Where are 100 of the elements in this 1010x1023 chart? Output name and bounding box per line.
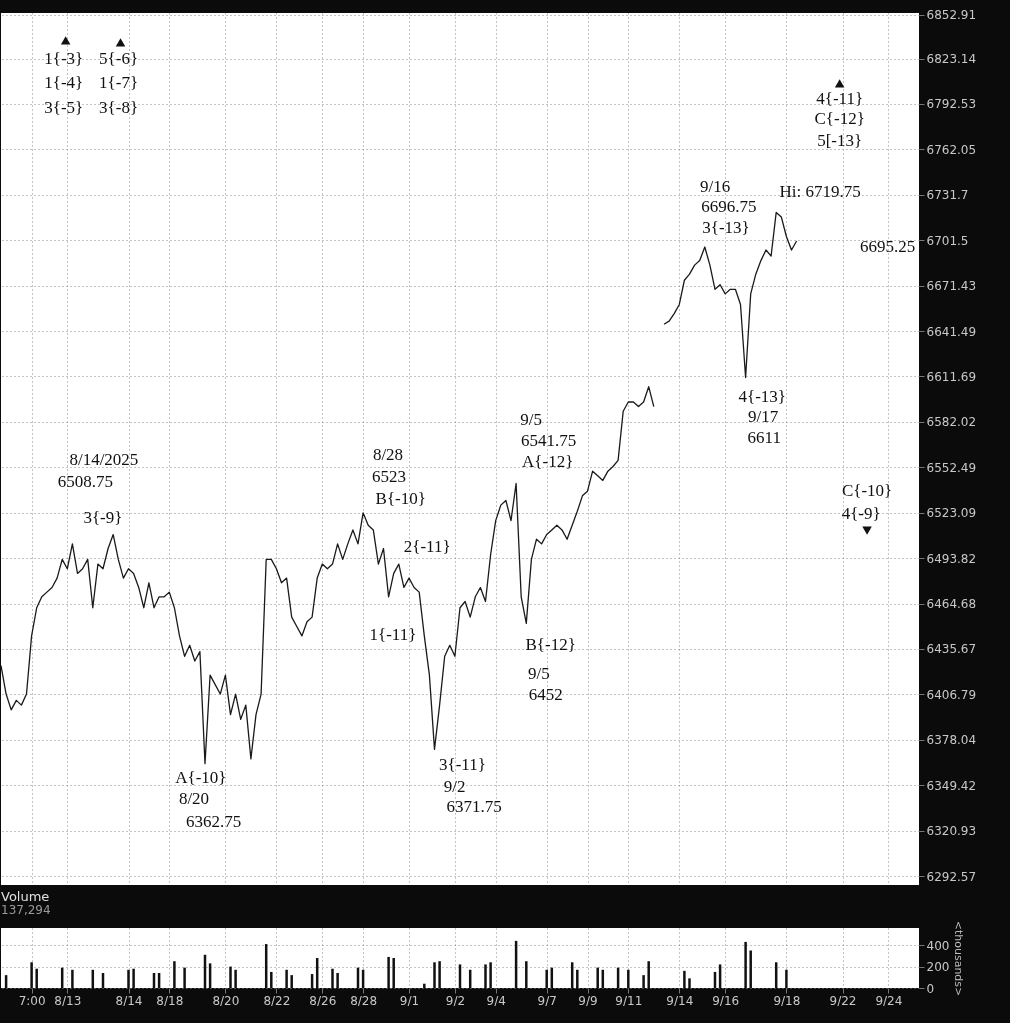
annotation: 6523 xyxy=(371,466,406,486)
bar xyxy=(627,969,630,988)
y-tick-label: 6611.69 xyxy=(926,369,977,384)
y-tick-label: 6464.68 xyxy=(926,597,977,612)
bar xyxy=(71,969,74,988)
x-tick-label: 9/2 xyxy=(445,993,466,1008)
annotation: Hi: 6719.75 xyxy=(779,181,861,201)
bar xyxy=(285,969,288,988)
bar xyxy=(744,941,747,988)
annotation: 9/5 xyxy=(528,664,550,684)
annotation: 4{-13} xyxy=(738,386,786,406)
annotation: 9/5 xyxy=(520,410,542,430)
x-tick-label: 9/18 xyxy=(773,993,801,1008)
x-tick-label: 7:00 xyxy=(18,993,46,1008)
bar xyxy=(683,970,686,988)
annotation: 1{-7} xyxy=(99,73,139,93)
annotation: 6695.25 xyxy=(860,237,916,257)
bar xyxy=(270,971,273,988)
x-tick-label: 9/1 xyxy=(399,993,420,1008)
bar xyxy=(229,966,232,988)
x-tick-label: 8/13 xyxy=(54,993,82,1008)
bar xyxy=(596,967,599,988)
annotation: 3{-9} xyxy=(83,507,123,527)
annotation: 8/28 xyxy=(372,445,404,465)
bar xyxy=(423,983,426,988)
y-tick-label: 6701.5 xyxy=(926,233,969,248)
y-tick-label: 6320.93 xyxy=(926,824,977,839)
annotation: 1{-11} xyxy=(369,625,417,645)
y-tick-label: 6641.49 xyxy=(926,324,977,339)
x-tick-label: 8/28 xyxy=(350,993,378,1008)
x-tick-label: 9/16 xyxy=(712,993,740,1008)
bar xyxy=(576,969,579,988)
annotation: 1{-3} xyxy=(44,48,84,68)
chart-subtitle: 137,294 xyxy=(1,903,51,918)
annotation: 9/17 xyxy=(748,407,779,427)
y-tick-label: 0 xyxy=(926,981,935,996)
annotation: 6696.75 xyxy=(701,197,757,217)
y-tick-label: 200 xyxy=(926,960,950,975)
annotation: 6371.75 xyxy=(446,796,502,816)
bar xyxy=(433,962,436,988)
y-tick-label: 6671.43 xyxy=(926,279,977,294)
annotation: 9/16 xyxy=(700,176,731,196)
annotation: B{-12} xyxy=(525,634,576,654)
annotation: B{-10} xyxy=(375,489,426,509)
annotation: A{-12} xyxy=(522,452,574,472)
y-tick-label: 6552.49 xyxy=(926,460,977,475)
line-series xyxy=(663,211,798,379)
y-tick-label: 400 xyxy=(926,938,950,953)
x-tick-label: 9/11 xyxy=(615,993,643,1008)
bar xyxy=(183,967,186,988)
annotation: 3{-11} xyxy=(439,754,486,774)
annotation: 8/20 xyxy=(178,789,210,809)
bar xyxy=(30,962,33,988)
y-tick-label: 6523.09 xyxy=(926,506,977,521)
annotation: 9/2 xyxy=(443,777,466,797)
bar xyxy=(35,968,38,988)
y-tick-label: 6823.14 xyxy=(926,52,977,67)
bar xyxy=(331,968,334,988)
x-tick-label: 9/22 xyxy=(829,993,857,1008)
annotation: 6508.75 xyxy=(57,471,113,491)
y-tick-label: 6378.04 xyxy=(926,733,977,748)
x-tick-label: 8/14 xyxy=(115,993,143,1008)
annotation: 6452 xyxy=(528,684,563,704)
x-tick-label: 9/9 xyxy=(578,993,598,1008)
x-tick-label: 8/26 xyxy=(309,993,337,1008)
x-tick-label: 8/20 xyxy=(212,993,240,1008)
annotation: 2{-11} xyxy=(403,537,451,557)
annotation: 8/14/2025 xyxy=(69,450,139,470)
y-tick-label: 6292.57 xyxy=(926,869,977,884)
bar xyxy=(132,968,135,988)
bar xyxy=(234,969,237,988)
bar xyxy=(127,969,130,988)
y-tick-label: 6435.67 xyxy=(926,642,977,657)
bar xyxy=(173,961,176,988)
annotation: C{-12} xyxy=(814,109,865,129)
bar xyxy=(489,962,492,988)
annotation: 6541.75 xyxy=(521,430,577,450)
bar xyxy=(545,969,548,988)
annotation: 4{-11} xyxy=(816,88,864,108)
bar xyxy=(290,975,293,988)
y-tick-label: 6582.02 xyxy=(926,415,977,430)
annotation: 3{-13} xyxy=(702,217,750,237)
bar xyxy=(336,973,339,988)
annotation: 6611 xyxy=(747,427,781,447)
bar xyxy=(484,964,487,988)
annotation: 3{-8} xyxy=(99,97,139,117)
annotation: 5[-13} xyxy=(817,130,863,150)
y-tick-label: 6406.79 xyxy=(926,687,977,702)
annotation: 3{-5} xyxy=(44,97,84,117)
bar xyxy=(785,969,788,988)
y-axis-title: <thousands> xyxy=(952,920,966,997)
bar xyxy=(688,978,691,988)
x-tick-label: 8/18 xyxy=(156,993,184,1008)
y-tick-label: 6762.05 xyxy=(926,142,977,157)
x-tick-label: 9/14 xyxy=(666,993,694,1008)
bar xyxy=(749,950,752,988)
bar xyxy=(525,961,528,988)
annotation: C{-10} xyxy=(841,480,893,500)
x-tick-label: 9/24 xyxy=(875,993,903,1008)
bar xyxy=(438,961,441,988)
